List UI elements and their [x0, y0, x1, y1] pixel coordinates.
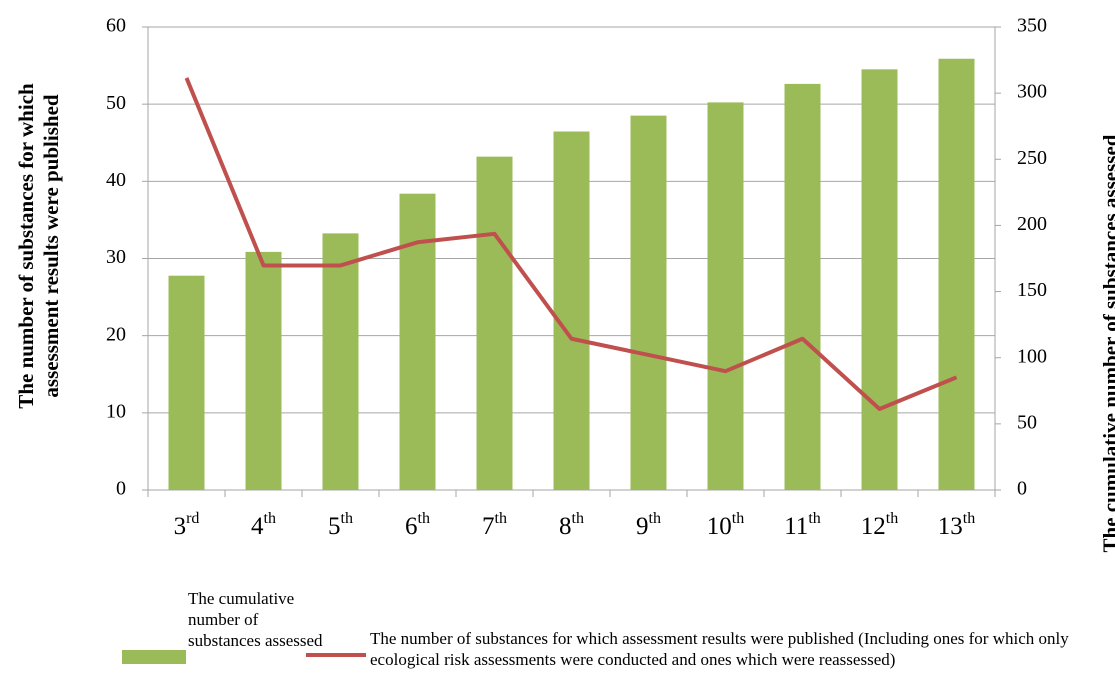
y-tick-label: 50: [106, 92, 126, 114]
legend-label: The cumulative number of substances asse…: [188, 589, 323, 650]
x-tick-label: 7th: [482, 510, 507, 540]
legend-swatch-bar: [122, 650, 186, 664]
y2-tick-label: 150: [1017, 279, 1047, 301]
y2-tick-label: 100: [1017, 345, 1047, 367]
y2-tick-label: 350: [1017, 15, 1047, 37]
bar: [399, 193, 436, 490]
y-tick-label: 20: [106, 323, 126, 345]
bar: [322, 233, 359, 490]
bar: [784, 83, 821, 490]
x-tick-label: 9th: [636, 510, 661, 540]
y2-tick-label: 250: [1017, 147, 1047, 169]
y2-tick-label: 50: [1017, 411, 1037, 433]
y-tick-label: 10: [106, 400, 126, 422]
x-tick-label: 4th: [251, 510, 276, 540]
y2-tick-label: 200: [1017, 213, 1047, 235]
y-tick-label: 0: [116, 478, 126, 500]
bar: [861, 69, 898, 491]
y-tick-label: 60: [106, 15, 126, 37]
bar: [630, 115, 667, 490]
x-tick-label: 5th: [328, 510, 353, 540]
y-axis-title: The number of substances for which asses…: [14, 83, 63, 409]
legend-label: The number of substances for which asses…: [370, 629, 1069, 669]
bar: [476, 156, 513, 490]
bar: [168, 275, 205, 490]
x-tick-label: 13th: [938, 510, 975, 540]
x-tick-label: 8th: [559, 510, 584, 540]
x-tick-label: 3rd: [174, 510, 200, 540]
line: [184, 77, 958, 411]
x-tick-label: 10th: [707, 510, 744, 540]
bar: [938, 58, 975, 491]
y-tick-label: 40: [106, 169, 126, 191]
x-tick-label: 12th: [861, 510, 898, 540]
x-tick-label: 11th: [784, 510, 821, 540]
y2-tick-label: 0: [1017, 478, 1027, 500]
y-tick-label: 30: [106, 246, 126, 268]
bar: [553, 131, 590, 490]
bar: [707, 102, 744, 490]
legend-swatch-line: [306, 653, 366, 657]
y2-tick-label: 300: [1017, 81, 1047, 103]
x-tick-label: 6th: [405, 510, 430, 540]
y2-axis-title: The cumulative number of substances asse…: [1098, 134, 1115, 553]
bar: [245, 251, 282, 490]
